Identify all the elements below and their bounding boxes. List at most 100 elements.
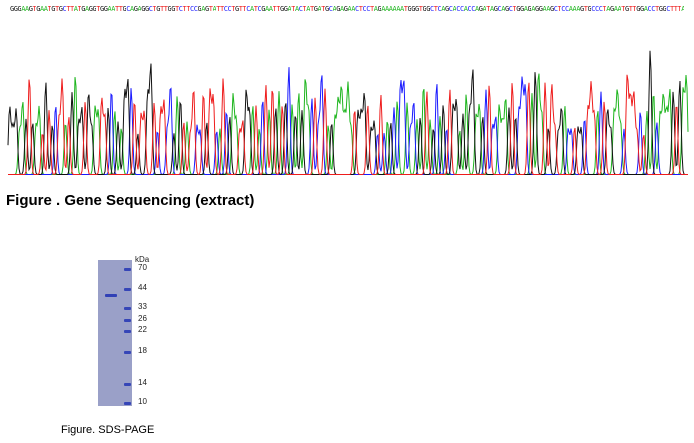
sequence-base: C [467, 5, 472, 13]
sequence-base: T [238, 5, 243, 13]
sequence-base: C [190, 5, 194, 13]
sequence-base: G [580, 5, 584, 13]
sequence-base: G [662, 5, 667, 13]
sequence-base: C [126, 5, 130, 13]
sequence-base: G [92, 5, 97, 13]
sequence-base: A [40, 5, 44, 13]
sequence-base: A [385, 5, 389, 13]
sequence-base: C [591, 5, 595, 13]
sequence-base: G [156, 5, 160, 13]
sequence-base: C [561, 5, 565, 13]
sequence-base: G [445, 5, 449, 13]
sequence-base: C [223, 5, 228, 13]
sequence-base: T [32, 5, 37, 13]
sequence-base: A [212, 5, 217, 13]
sequence-base: G [13, 5, 18, 13]
sequence-base: A [73, 5, 78, 13]
sequence-base: T [321, 5, 325, 13]
sequence-base: G [313, 5, 318, 13]
marker-label-44: 44 [138, 283, 147, 292]
molecular-weight-unit-label: kDa [135, 255, 150, 264]
sequence-base: G [640, 5, 644, 13]
marker-band [124, 402, 131, 405]
sequence-base: T [670, 5, 674, 13]
sequence-base: T [220, 5, 224, 13]
sequence-base: A [111, 5, 115, 13]
sequence-base: G [100, 5, 104, 13]
marker-label-22: 22 [138, 325, 147, 334]
sequence-base: G [336, 5, 340, 13]
sequence-base: A [501, 5, 505, 13]
sequence-base: A [43, 5, 48, 13]
sequence-base: C [178, 5, 183, 13]
sequence-base: A [617, 5, 622, 13]
marker-band [124, 383, 131, 386]
sequence-base: T [163, 5, 168, 13]
sequence-base: T [358, 5, 363, 13]
sequence-base: A [381, 5, 385, 13]
sequence-base: T [160, 5, 164, 13]
sequence-base: C [497, 5, 502, 13]
sequence-base: A [392, 5, 397, 13]
sequence-base: T [55, 5, 59, 13]
sequence-base: G [133, 5, 138, 13]
sequence-base: G [343, 5, 348, 13]
sequence-base: G [415, 5, 419, 13]
sequence-base: T [370, 5, 374, 13]
sequence-base: G [520, 5, 524, 13]
sequence-base: A [490, 5, 494, 13]
sequence-base: G [28, 5, 33, 13]
sequence-base: A [107, 5, 112, 13]
sequence-base: A [576, 5, 580, 13]
sequence-base: T [152, 5, 157, 13]
sequence-base: A [396, 5, 400, 13]
sequence-base: A [25, 5, 29, 13]
sequence-base: A [482, 5, 487, 13]
sequence-base: G [493, 5, 498, 13]
sequence-base: G [505, 5, 509, 13]
sequence-base: G [171, 5, 175, 13]
sequence-base: A [531, 5, 535, 13]
sequence-base: A [400, 5, 404, 13]
sequence-base: G [478, 5, 483, 13]
sequence-base: C [456, 5, 460, 13]
sequence-base: T [677, 5, 682, 13]
sequence-base: G [516, 5, 520, 13]
sequence-base: T [77, 5, 82, 13]
sequence-base: A [21, 5, 25, 13]
sequence-base: A [201, 5, 205, 13]
sequence-base: C [355, 5, 359, 13]
sequence-base: G [51, 5, 55, 13]
marker-label-70: 70 [138, 263, 147, 272]
sequence-base: A [137, 5, 142, 13]
sequence-base: G [103, 5, 108, 13]
sequence-base: A [340, 5, 344, 13]
marker-band [124, 330, 131, 333]
sequence-base: T [655, 5, 659, 13]
sequence-base: T [47, 5, 52, 13]
sequence-base: T [302, 5, 307, 13]
sequence-base: T [115, 5, 119, 13]
sequence-base: G [587, 5, 592, 13]
sequence-base: G [235, 5, 239, 13]
sample-band [105, 294, 117, 297]
sequence-base: C [328, 5, 333, 13]
sequence-base: A [265, 5, 269, 13]
sequence-base: A [317, 5, 322, 13]
sequence-base: T [272, 5, 277, 13]
sequence-base: G [422, 5, 427, 13]
sequence-base: G [197, 5, 202, 13]
sequence-base: C [227, 5, 232, 13]
sequence-base: T [253, 5, 258, 13]
sequence-base: C [565, 5, 569, 13]
sequence-base: G [625, 5, 629, 13]
sequence-base: C [246, 5, 250, 13]
sequence-base: T [486, 5, 490, 13]
sequence-base: G [610, 5, 614, 13]
marker-band [124, 288, 131, 291]
sequence-base: G [407, 5, 412, 13]
sequence-base: A [475, 5, 479, 13]
sequence-base: T [276, 5, 280, 13]
sequence-base: T [602, 5, 607, 13]
marker-label-10: 10 [138, 397, 147, 406]
